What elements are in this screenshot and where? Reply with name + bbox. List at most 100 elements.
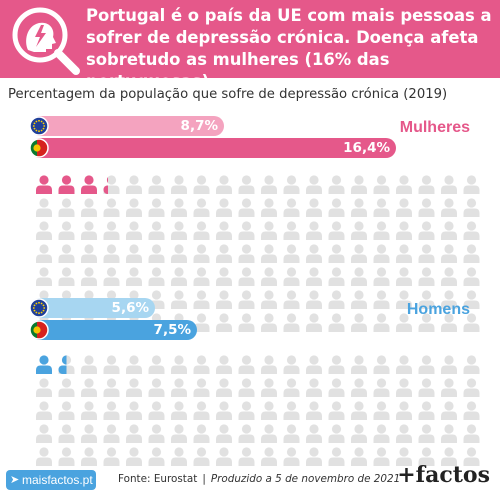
women-person-icon bbox=[306, 290, 322, 309]
women-person-icon bbox=[328, 244, 345, 263]
women-person-icon bbox=[171, 221, 187, 240]
women-person-icon bbox=[283, 221, 300, 240]
women-person-icon bbox=[441, 267, 457, 286]
women-person-icon bbox=[283, 175, 300, 194]
women-person-icon bbox=[238, 290, 255, 309]
site-logo-text: maisfactos.pt bbox=[22, 473, 93, 487]
men-person-icon bbox=[396, 447, 412, 466]
men-person-icon bbox=[148, 447, 165, 466]
women-person-icon bbox=[351, 175, 367, 194]
women-person-icon bbox=[216, 290, 232, 309]
men-person-icon bbox=[81, 355, 97, 374]
men-person-icon bbox=[81, 447, 97, 466]
men-person-icon bbox=[238, 401, 255, 420]
women-person-icon bbox=[216, 244, 232, 263]
men-person-icon bbox=[328, 447, 345, 466]
men-person-icon bbox=[463, 424, 480, 443]
women-person-icon bbox=[373, 244, 390, 263]
women-person-icon bbox=[441, 221, 457, 240]
men-person-icon bbox=[351, 378, 367, 397]
men-person-icon bbox=[306, 424, 322, 443]
men-person-icon bbox=[351, 424, 367, 443]
women-person-icon bbox=[328, 198, 345, 217]
men-person-icon bbox=[441, 447, 457, 466]
men-eu-bar: 5,6% bbox=[30, 298, 155, 318]
women-partial-person-icon bbox=[103, 177, 108, 194]
men-person-icon bbox=[441, 355, 457, 374]
women-person-icon bbox=[216, 313, 232, 332]
men-person-icon bbox=[396, 424, 412, 443]
women-person-icon bbox=[103, 198, 120, 217]
women-person-icon bbox=[283, 244, 300, 263]
women-person-icon bbox=[261, 313, 277, 332]
women-person-icon bbox=[261, 290, 277, 309]
women-person-icon bbox=[283, 267, 300, 286]
women-person-icon bbox=[373, 221, 390, 240]
women-person-icon bbox=[306, 313, 322, 332]
women-person-icon bbox=[418, 267, 435, 286]
women-person-icon bbox=[36, 267, 52, 286]
women-person-icon bbox=[193, 221, 210, 240]
women-person-icon bbox=[103, 244, 120, 263]
men-person-icon bbox=[418, 355, 435, 374]
men-person-icon bbox=[58, 378, 75, 397]
women-person-icon bbox=[216, 221, 232, 240]
women-person-icon bbox=[193, 313, 210, 332]
men-person-icon bbox=[81, 378, 97, 397]
women-person-icon bbox=[81, 221, 97, 240]
men-person-icon bbox=[36, 355, 52, 374]
women-person-icon bbox=[58, 244, 75, 263]
women-person-icon bbox=[441, 313, 457, 332]
women-person-icon bbox=[261, 244, 277, 263]
men-person-icon bbox=[171, 424, 187, 443]
men-person-icon bbox=[283, 447, 300, 466]
men-person-icon bbox=[396, 401, 412, 420]
men-person-icon bbox=[373, 447, 390, 466]
brand-logo: +factos bbox=[397, 462, 490, 488]
women-person-icon bbox=[81, 267, 97, 286]
men-person-icon bbox=[328, 424, 345, 443]
men-person-icon bbox=[261, 447, 277, 466]
women-person-icon bbox=[81, 244, 97, 263]
men-person-icon bbox=[441, 424, 457, 443]
women-person-icon bbox=[58, 198, 75, 217]
women-person-icon bbox=[306, 267, 322, 286]
men-person-icon bbox=[238, 355, 255, 374]
women-person-icon bbox=[283, 313, 300, 332]
headline: Portugal é o país da UE com mais pessoas… bbox=[86, 6, 492, 91]
women-person-icon bbox=[418, 313, 435, 332]
women-person-icon bbox=[306, 244, 322, 263]
eu-flag-icon bbox=[29, 116, 49, 136]
men-person-icon bbox=[306, 378, 322, 397]
women-person-icon bbox=[463, 221, 480, 240]
men-person-icon bbox=[216, 378, 232, 397]
women-person-icon bbox=[261, 221, 277, 240]
men-person-icon bbox=[148, 401, 165, 420]
women-person-icon bbox=[36, 198, 52, 217]
women-person-icon bbox=[171, 267, 187, 286]
women-person-icon bbox=[351, 244, 367, 263]
women-eu-bar: 8,7% bbox=[30, 116, 224, 136]
site-logo[interactable]: ➤ maisfactos.pt bbox=[6, 470, 96, 490]
women-person-icon bbox=[441, 198, 457, 217]
women-person-icon bbox=[193, 175, 210, 194]
women-person-icon bbox=[328, 267, 345, 286]
portugal-flag-icon bbox=[29, 320, 49, 340]
women-person-icon bbox=[58, 221, 75, 240]
women-person-icon bbox=[171, 244, 187, 263]
women-person-icon bbox=[148, 198, 165, 217]
men-person-icon bbox=[81, 401, 97, 420]
men-person-icon bbox=[193, 401, 210, 420]
men-person-icon bbox=[418, 447, 435, 466]
men-person-icon bbox=[463, 355, 480, 374]
women-person-icon bbox=[238, 313, 255, 332]
men-person-icon bbox=[148, 355, 165, 374]
men-person-icon bbox=[171, 378, 187, 397]
men-eu-value-label: 5,6% bbox=[111, 300, 149, 316]
portugal-flag-icon bbox=[29, 138, 49, 158]
chart-subtitle: Percentagem da população que sofre de de… bbox=[8, 87, 448, 102]
women-person-icon bbox=[36, 175, 52, 194]
men-person-icon bbox=[216, 401, 232, 420]
men-person-icon bbox=[261, 378, 277, 397]
